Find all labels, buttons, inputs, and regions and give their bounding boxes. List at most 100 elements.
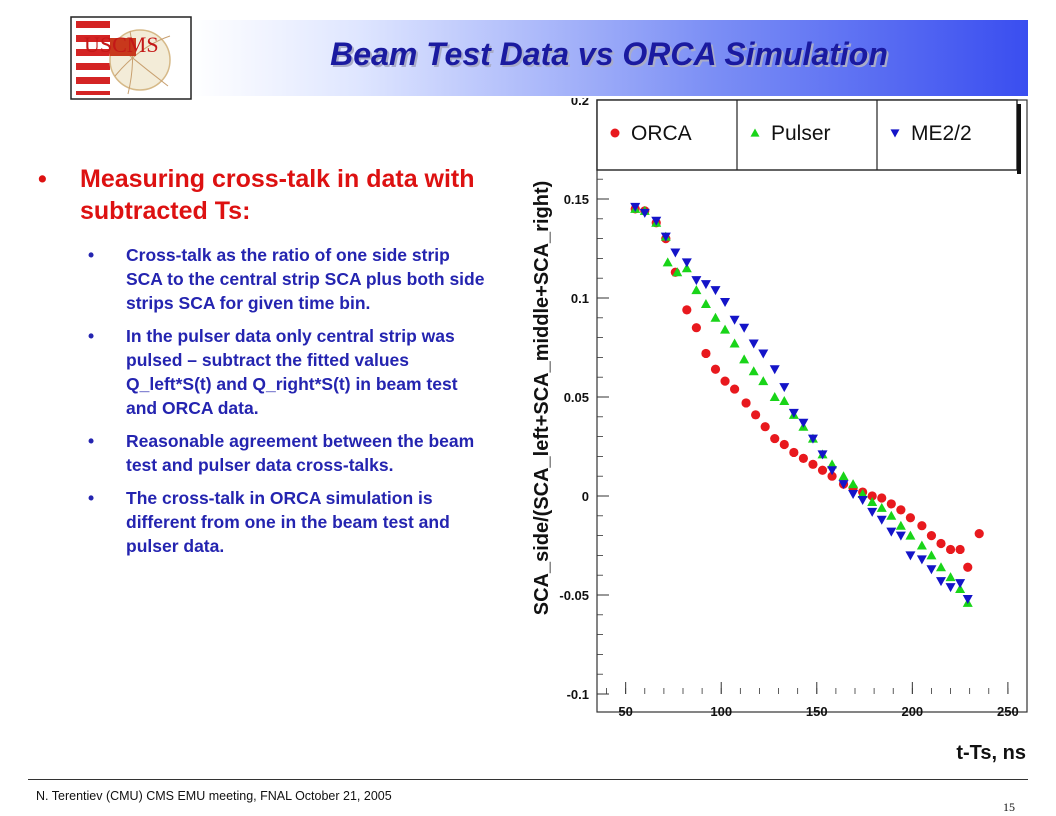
me22-data-point [769, 365, 780, 375]
legend-label: ME2/2 [911, 122, 972, 145]
orca-data-point [955, 544, 965, 555]
sub-bullet: • The cross-talk in ORCA simulation is di… [88, 488, 450, 556]
me22-data-point [691, 276, 702, 286]
x-tick-label: 200 [901, 704, 923, 719]
title-banner [190, 20, 1028, 96]
me22-data-point [710, 286, 721, 296]
me22-data-point [905, 551, 916, 561]
footer-divider [28, 779, 1028, 780]
me22-data-point [890, 129, 900, 138]
me22-data-point [651, 216, 662, 226]
me22-data-point [700, 280, 711, 290]
me22-data-point [895, 531, 906, 541]
pulser-data-point [876, 502, 887, 512]
pulser-data-point [758, 376, 769, 386]
orca-data-point [867, 491, 877, 501]
pulser-data-point [895, 520, 906, 530]
orca-data-point [701, 348, 711, 359]
sub-bullet-text: Cross-talk as the ratio of one side stri… [126, 245, 485, 313]
orca-data-point [817, 465, 828, 475]
pulser-data-point [867, 496, 878, 506]
chart-legend: ORCA Pulser ME2/2 [596, 99, 1021, 174]
pulser-data-point [916, 540, 927, 550]
me22-data-point [739, 323, 750, 333]
pulser-data-point [857, 489, 868, 499]
pulser-data-point [905, 530, 916, 540]
pulser-data-point [838, 471, 849, 481]
me22-data-point [758, 349, 769, 359]
pulser-data-point [886, 510, 897, 520]
me22-data-point [827, 466, 838, 476]
me22-data-point [779, 383, 790, 393]
x-axis-label: t-Ts, ns [956, 742, 1026, 764]
me22-data-point [670, 248, 681, 258]
logo-text: USCMS [84, 32, 159, 57]
footer-text: N. Terentiev (CMU) CMS EMU meeting, FNAL… [36, 789, 392, 803]
orca-data-point [896, 505, 906, 515]
y-tick-label: -0.05 [559, 588, 589, 603]
orca-data-point [798, 453, 808, 463]
pulser-data-point [700, 298, 711, 308]
pulser-data-point [662, 257, 673, 267]
pulser-data-point [848, 479, 859, 489]
me22-data-point [945, 583, 956, 593]
x-tick-label: 100 [710, 704, 732, 719]
me22-data-point [639, 208, 650, 218]
orca-data-point [741, 398, 751, 408]
pulser-data-point [769, 392, 780, 401]
me22-data-point [630, 202, 641, 212]
sub-bullet: • Cross-talk as the ratio of one side str… [88, 245, 485, 313]
me22-data-point [807, 434, 818, 444]
me22-data-point [817, 450, 828, 460]
sub-bullet: • Reasonable agreement between the beam t… [88, 431, 475, 475]
uscms-logo: USCMS [70, 16, 192, 100]
legend-label: Pulser [771, 122, 831, 145]
pulser-data-point [720, 324, 731, 334]
me22-data-point [857, 495, 868, 505]
orca-data-point [886, 499, 896, 509]
pulser-data-point [672, 267, 683, 277]
orca-data-point [751, 410, 761, 420]
orca-data-point [710, 364, 721, 374]
orca-data-point [720, 376, 730, 386]
pulser-data-point [681, 263, 692, 273]
me22-data-point [788, 408, 799, 418]
me22-data-point [876, 515, 887, 525]
orca-data-point [789, 447, 799, 458]
pulser-data-point [945, 572, 956, 582]
sub-bullet: • In the pulser data only central strip w… [88, 326, 458, 418]
me22-data-point [916, 555, 927, 565]
me22-data-point [681, 258, 692, 268]
y-tick-label: 0.05 [564, 390, 589, 405]
me22-data-point [848, 490, 859, 500]
me22-data-point [838, 480, 849, 490]
orca-data-point [917, 521, 927, 531]
pulser-data-point [955, 584, 966, 594]
orca-data-point [936, 538, 946, 549]
y-tick-label: 0.15 [564, 192, 589, 207]
y-axis-label: SCA_side/(SCA_left+SCA_middle+SCA_right) [531, 181, 553, 616]
orca-data-point [827, 471, 837, 481]
pulser-data-point [729, 338, 740, 348]
legend-shadow [1017, 104, 1021, 174]
orca-data-point [730, 384, 740, 394]
pulser-data-point [750, 128, 760, 137]
me22-data-point [936, 577, 946, 587]
orca-data-point [691, 323, 701, 333]
bullet-dot: • [38, 165, 47, 193]
y-tick-label: 0.2 [571, 98, 589, 108]
me22-data-point [962, 594, 973, 604]
pulser-data-point [827, 459, 838, 469]
orca-data-point [770, 433, 780, 444]
plot-frame [596, 99, 1028, 713]
sub-bullet-text: In the pulser data only central strip wa… [126, 326, 458, 418]
me22-data-point [926, 565, 937, 575]
page-title: Beam Test Data vs ORCA Simulation [330, 36, 888, 72]
pulser-data-point [691, 285, 702, 295]
pulser-data-point [779, 395, 790, 405]
orca-data-point [974, 529, 984, 539]
orca-data-point [926, 531, 937, 541]
sub-bullet-text: The cross-talk in ORCA simulation is dif… [126, 488, 450, 556]
me22-data-point [955, 579, 966, 589]
me22-data-point [798, 418, 809, 428]
